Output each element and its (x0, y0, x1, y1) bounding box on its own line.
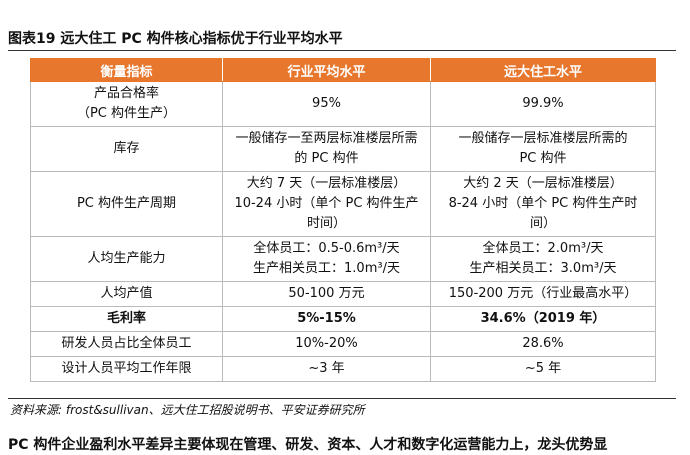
column-header: 衡量指标 (30, 58, 223, 82)
table-row: 毛利率 5%-15% 34.6%（2019 年） (30, 306, 656, 332)
cell-line: 一般储存一至两层标准楼层所需 (235, 131, 418, 146)
cell-line: 大约 2 天（一层标准楼层） (463, 176, 623, 191)
cell-line: 10%-20% (295, 336, 358, 351)
cell-line: 的 PC 构件 (294, 151, 359, 166)
table-cell: ~5 年 (430, 356, 656, 382)
column-header: 远大住工水平 (430, 58, 656, 82)
table-cell: 人均生产能力 (30, 236, 223, 282)
table-cell: 95% (222, 81, 431, 127)
cell-line: 8-24 小时（单个 PC 构件生产时 (448, 196, 638, 211)
cell-line: （PC 构件生产） (76, 106, 177, 121)
table-cell: 28.6% (430, 331, 656, 357)
table-row: PC 构件生产周期 大约 7 天（一层标准楼层） 10-24 小时（单个 PC 构件… (30, 171, 656, 237)
cell-line: ~5 年 (524, 361, 562, 376)
cell-line: 设计人员平均工作年限 (61, 361, 192, 376)
cell-line: 50-100 万元 (288, 286, 365, 301)
table-cell: PC 构件生产周期 (30, 171, 223, 237)
cell-line: 人均产值 (100, 286, 153, 301)
table-row: 研发人员占比全体员工 10%-20% 28.6% (30, 331, 656, 357)
cell-line: 150-200 万元（行业最高水平） (448, 286, 638, 301)
source-rule (8, 398, 676, 399)
table-cell: 全体员工：0.5-0.6m³/天 生产相关员工：1.0m³/天 (222, 236, 431, 282)
cell-line: 生产相关员工：3.0m³/天 (469, 261, 617, 276)
table: 衡量指标 行业平均水平 远大住工水平 产品合格率 （PC 构件生产） 95% 99.9% 库… (30, 58, 656, 382)
table-cell: 全体员工：2.0m³/天 生产相关员工：3.0m³/天 (430, 236, 656, 282)
cell-line: 大约 7 天（一层标准楼层） (246, 176, 407, 191)
cell-line: 95% (312, 96, 341, 111)
cell-line: ~3 年 (308, 361, 345, 376)
source-note: 资料来源: frost&sullivan、远大住工招股说明书、平安证券研究所 (10, 403, 365, 417)
cell-line: 生产相关员工：1.0m³/天 (253, 261, 400, 276)
table-row: 产品合格率 （PC 构件生产） 95% 99.9% (30, 81, 656, 127)
table-row: 人均产值 50-100 万元 150-200 万元（行业最高水平） (30, 281, 656, 307)
table-cell: 大约 7 天（一层标准楼层） 10-24 小时（单个 PC 构件生产 时间） (222, 171, 431, 237)
table-cell: 设计人员平均工作年限 (30, 356, 223, 382)
table-cell: 一般储存一层标准楼层所需的 PC 构件 (430, 126, 656, 172)
cell-line: 5%-15% (297, 311, 356, 326)
cell-line: 人均生产能力 (87, 251, 166, 266)
figure-title: 图表19 远大住工 PC 构件核心指标优于行业平均水平 (8, 31, 343, 47)
table-cell: 5%-15% (222, 306, 431, 332)
table-cell: 毛利率 (30, 306, 223, 332)
cell-line: 28.6% (522, 336, 564, 351)
table-cell: 产品合格率 （PC 构件生产） (30, 81, 223, 127)
cell-line: 研发人员占比全体员工 (61, 336, 192, 351)
cell-line: 一般储存一层标准楼层所需的 (458, 131, 628, 146)
cell-line: 产品合格率 (93, 86, 159, 101)
table-row: 人均生产能力 全体员工：0.5-0.6m³/天 生产相关员工：1.0m³/天 全体员工… (30, 236, 656, 282)
table-cell: 研发人员占比全体员工 (30, 331, 223, 357)
cell-line: 99.9% (522, 96, 564, 111)
table-row: 库存 一般储存一至两层标准楼层所需的 PC 构件 一般储存一层标准楼层所需的 PC 构… (30, 126, 656, 172)
cell-line: 全体员工：0.5-0.6m³/天 (253, 241, 400, 256)
table-row: 设计人员平均工作年限 ~3 年 ~5 年 (30, 356, 656, 382)
cell-line: PC 构件 (519, 151, 567, 166)
table-cell: 库存 (30, 126, 223, 172)
table-body: 产品合格率 （PC 构件生产） 95% 99.9% 库存 一般储存一至两层标准楼层所需的 … (30, 81, 656, 382)
table-cell: 一般储存一至两层标准楼层所需的 PC 构件 (222, 126, 431, 172)
cell-line: 34.6%（2019 年） (480, 311, 606, 326)
table-head: 衡量指标 行业平均水平 远大住工水平 (30, 58, 656, 82)
cell-line: 10-24 小时（单个 PC 构件生产 (234, 196, 419, 211)
column-header: 行业平均水平 (222, 58, 431, 82)
table-cell: 人均产值 (30, 281, 223, 307)
cell-line: 间） (529, 216, 556, 231)
cell-line: PC 构件生产周期 (76, 196, 177, 211)
table-cell: 50-100 万元 (222, 281, 431, 307)
cell-line: 库存 (113, 141, 140, 156)
table-cell: 大约 2 天（一层标准楼层） 8-24 小时（单个 PC 构件生产时 间） (430, 171, 656, 237)
table-cell: 99.9% (430, 81, 656, 127)
table-cell: ~3 年 (222, 356, 431, 382)
title-rule (8, 50, 676, 51)
table-cell: 34.6%（2019 年） (430, 306, 656, 332)
header-row: 衡量指标 行业平均水平 远大住工水平 (30, 58, 656, 82)
table-cell: 150-200 万元（行业最高水平） (430, 281, 656, 307)
cell-line: 全体员工：2.0m³/天 (482, 241, 604, 256)
table-cell: 10%-20% (222, 331, 431, 357)
body-text: PC 构件企业盈利水平差异主要体现在管理、研发、资本、人才和数字化运营能力上，龙… (8, 437, 608, 453)
cell-line: 时间） (306, 216, 346, 231)
cell-line: 毛利率 (106, 311, 146, 326)
